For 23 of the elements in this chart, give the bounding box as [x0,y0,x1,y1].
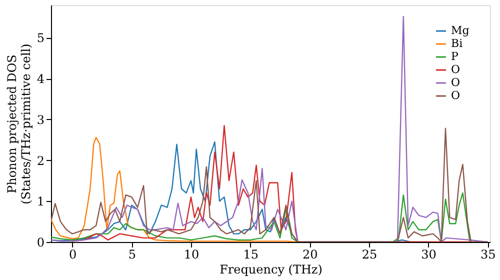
x-tick-label: 15 [243,248,258,262]
y-tick-label: 3 [36,112,44,127]
x-tick-label: 0 [69,248,77,262]
line-series [51,16,488,242]
y-tick-label: 4 [36,72,45,86]
x-tick-label: 35 [480,248,496,262]
legend-label: O [451,76,460,89]
x-tick-label: 10 [184,248,200,262]
y-tick-label: 2 [36,154,44,168]
legend-label: Mg [451,24,470,37]
legend-label: O [451,89,460,102]
x-axis-title: Frequency (THz) [220,262,322,276]
legend-label: O [451,63,460,76]
x-tick-label: 30 [421,248,436,262]
y-tick-label: 1 [36,194,44,209]
x-tick-label: 20 [302,248,318,262]
x-tick-label: 25 [362,248,378,262]
y-axis-title: Phonon projected DOS (States/THz·primitive cell) [4,44,33,204]
y-tick-label: 5 [36,31,44,46]
x-tick-label: 5 [128,248,136,262]
y-tick-label: 0 [36,236,44,250]
legend-label: Bi [451,37,464,50]
legend-label: P [451,50,459,63]
